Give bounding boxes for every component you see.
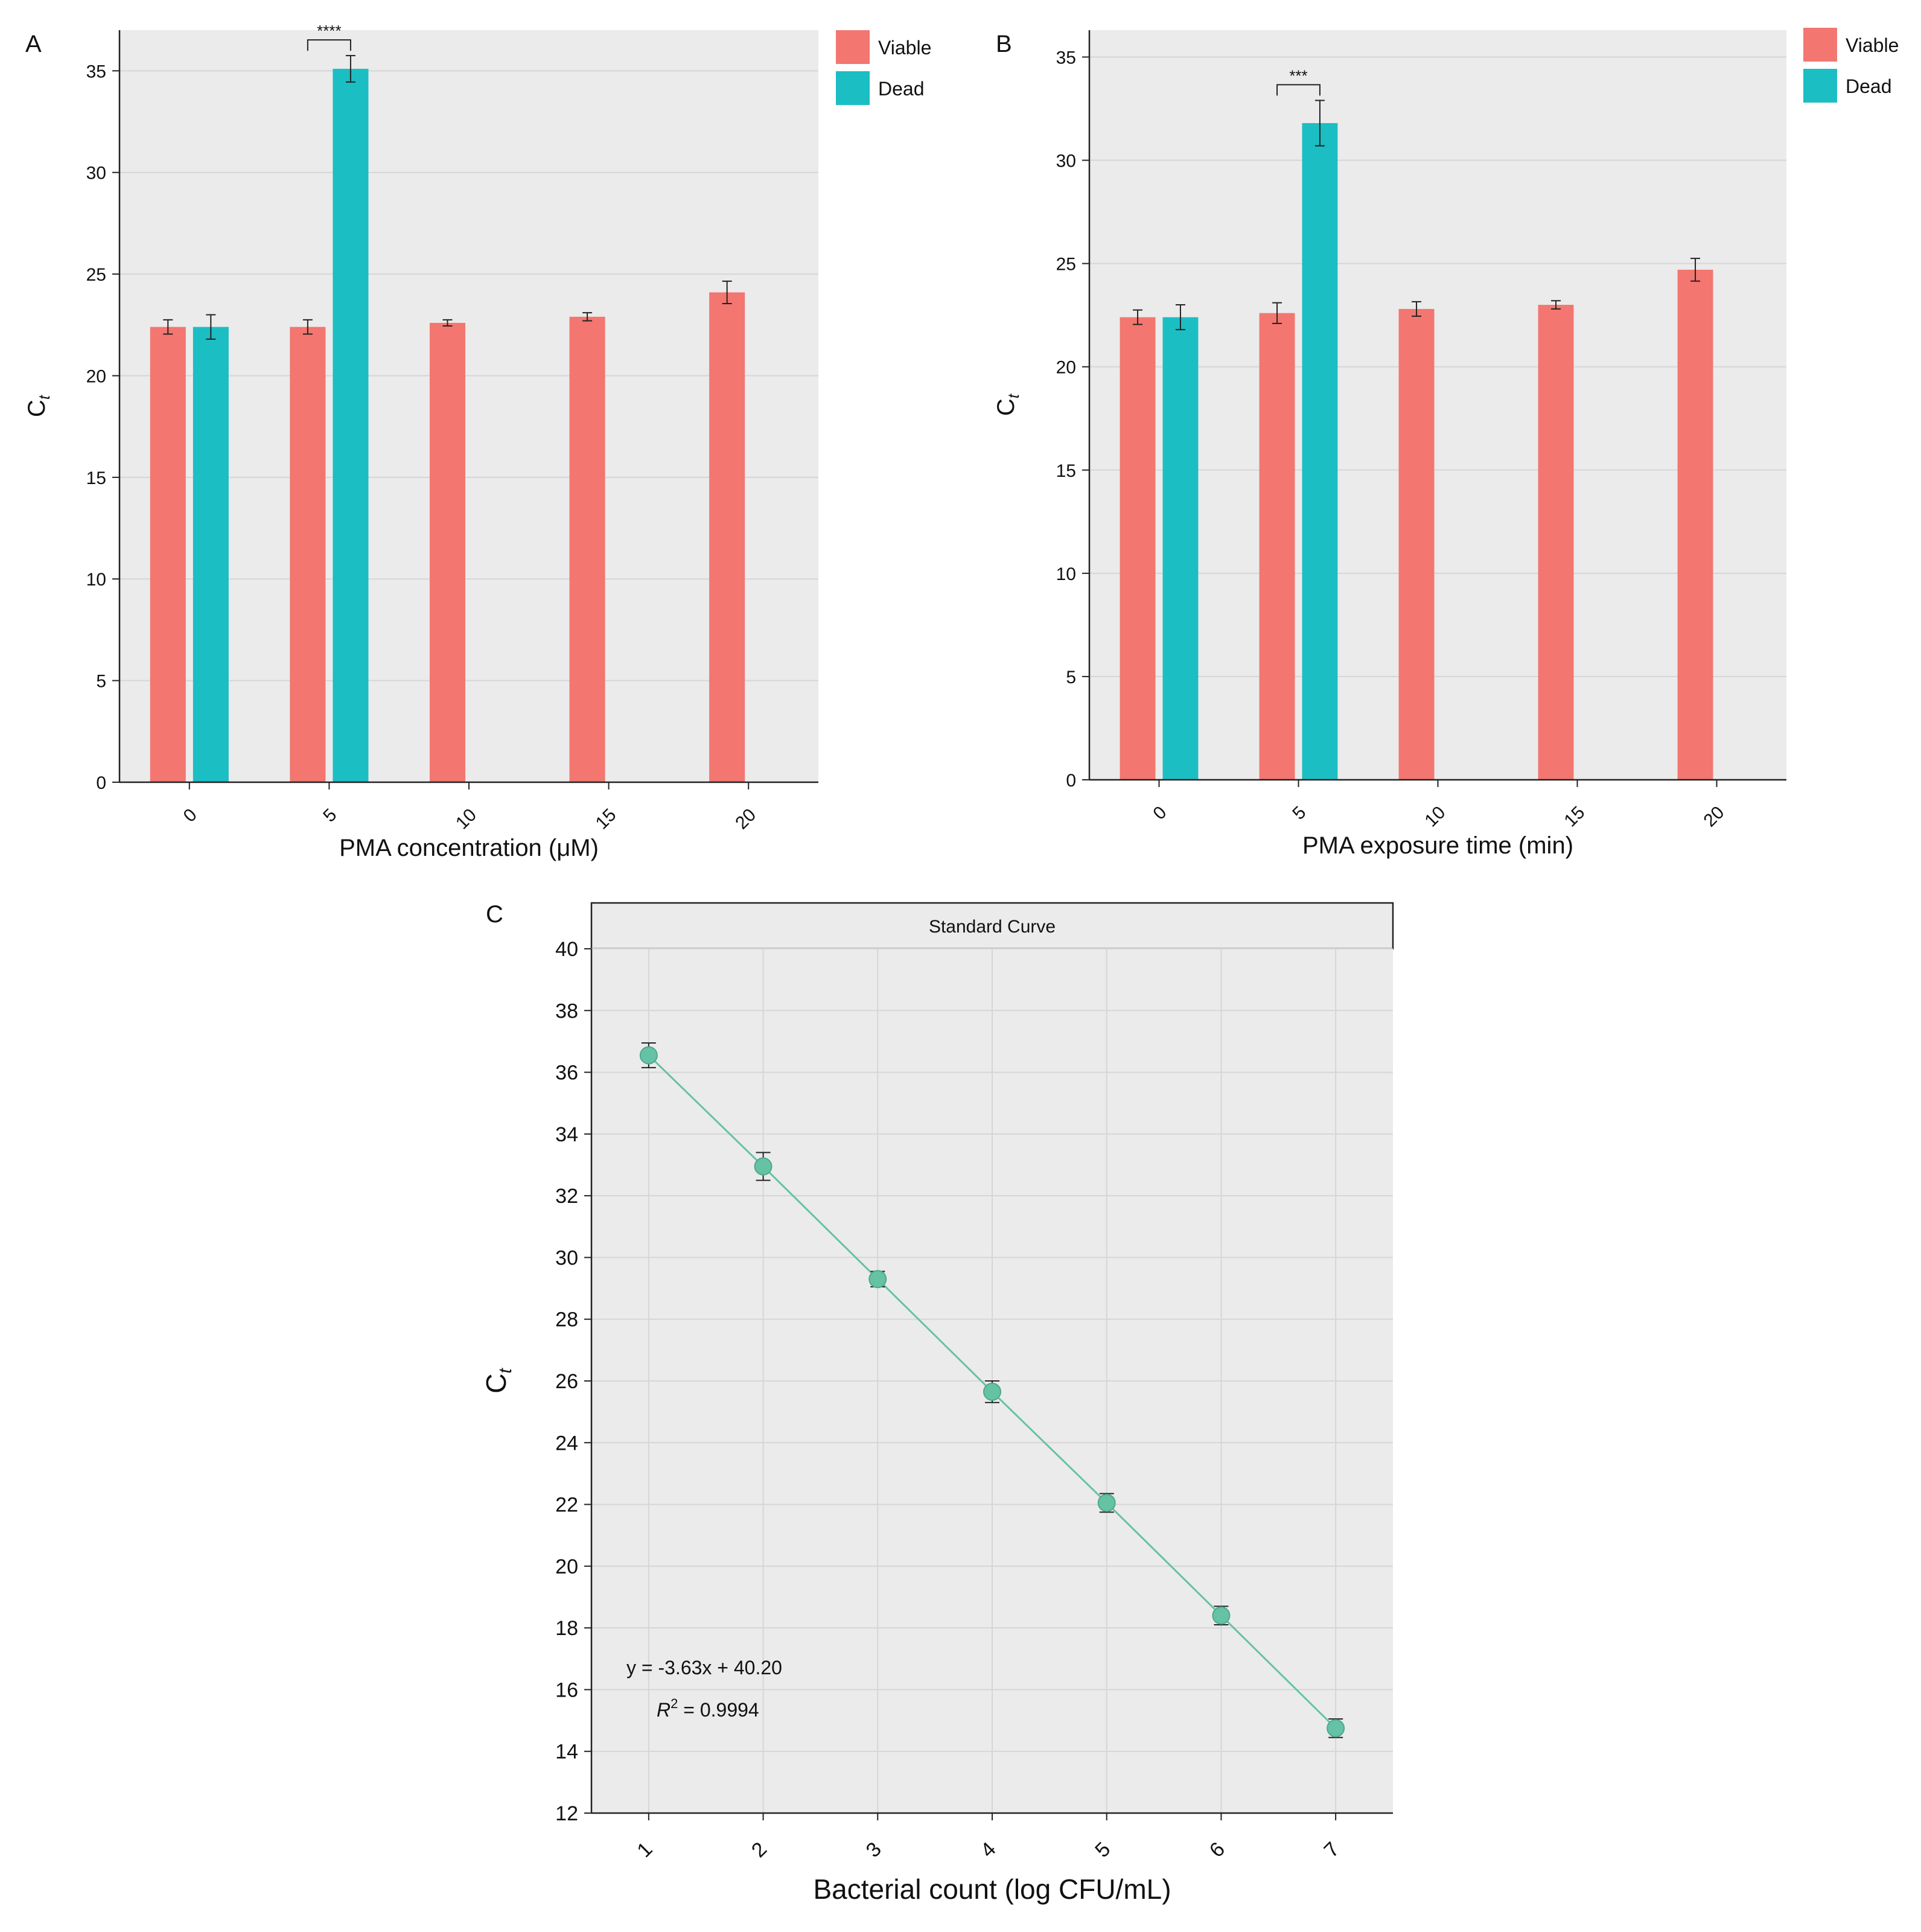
y-tick-label: 35 [86, 62, 106, 81]
y-tick-label: 18 [555, 1617, 578, 1640]
x-axis-title: PMA exposure time (min) [1302, 832, 1573, 859]
y-tick-label: 36 [555, 1062, 578, 1085]
r-squared-symbol: R [657, 1699, 671, 1721]
y-axis-title-main: C [24, 400, 50, 417]
y-tick-label: 14 [555, 1741, 578, 1764]
y-tick-label: 12 [555, 1802, 578, 1825]
bar-dead [1162, 317, 1199, 780]
y-tick-label: 26 [555, 1370, 578, 1393]
y-axis-title: Ct [24, 394, 53, 417]
legend-label-viable: Viable [878, 37, 931, 59]
significance-label: **** [317, 22, 341, 40]
y-axis-title-main: C [993, 398, 1019, 416]
y-tick-label: 30 [555, 1246, 578, 1269]
y-tick-label: 24 [555, 1432, 578, 1455]
data-point [1212, 1606, 1231, 1625]
y-tick-label: 25 [1056, 255, 1076, 275]
y-tick-label: 25 [86, 265, 106, 285]
y-tick-label: 15 [86, 468, 106, 488]
y-tick-label: 5 [96, 672, 106, 692]
y-tick-label: 34 [555, 1123, 578, 1146]
y-tick-label: 10 [1056, 564, 1076, 584]
panel-label-b: B [996, 31, 1012, 57]
significance-bracket [307, 39, 351, 51]
y-axis-title: Ct [993, 393, 1022, 416]
x-axis-title: Bacterial count (log CFU/mL) [813, 1873, 1171, 1905]
significance-bracket [1276, 84, 1320, 96]
legend-label-dead: Dead [1846, 75, 1892, 97]
legend-label-viable: Viable [1846, 34, 1899, 56]
data-point [983, 1382, 1001, 1401]
bar-viable [709, 292, 745, 782]
panel-c: Standard Curve 12 14 16 18 20 22 24 26 28 30 32 34 36… [480, 902, 1394, 1905]
bar-viable [1538, 305, 1574, 780]
legend-key-viable [836, 30, 870, 64]
plot-area [119, 30, 818, 782]
y-tick-label: 32 [555, 1185, 578, 1208]
y-tick-label: 38 [555, 999, 578, 1022]
r-squared-exponent: 2 [671, 1696, 678, 1711]
y-tick-label: 28 [555, 1309, 578, 1331]
bar-viable [150, 327, 186, 782]
chart-title: Standard Curve [929, 917, 1056, 937]
bar-viable [569, 316, 605, 782]
y-tick-label: 40 [555, 938, 578, 961]
y-axis-title-sub: t [35, 394, 53, 400]
y-axis-title-sub: t [1004, 393, 1022, 398]
y-tick-label: 30 [86, 164, 106, 183]
bar-dead [1302, 123, 1338, 780]
bar-viable [1259, 313, 1295, 780]
data-point [754, 1157, 773, 1176]
y-axis-title-sub: t [495, 1368, 515, 1374]
r-squared-label: R2 = 0.9994 [657, 1696, 759, 1721]
r-squared-value: = 0.9994 [678, 1699, 759, 1721]
legend-key-dead [836, 71, 870, 105]
bar-viable [429, 322, 465, 782]
y-tick-label: 10 [86, 570, 106, 590]
y-tick-label: 20 [86, 366, 106, 386]
y-tick-label: 22 [555, 1494, 578, 1517]
data-point [639, 1046, 658, 1065]
legend-key-viable [1803, 28, 1837, 62]
bar-dead [333, 68, 369, 783]
y-tick-label: 20 [555, 1555, 578, 1578]
y-axis-title: Ct [480, 1368, 515, 1394]
x-axis-title: PMA concentration (μM) [339, 835, 599, 861]
y-tick-label: 16 [555, 1679, 578, 1701]
bar-viable [290, 327, 326, 782]
bar-viable [1398, 308, 1435, 780]
y-axis-title-main: C [480, 1374, 512, 1394]
data-point [1327, 1719, 1345, 1738]
plot-area [1089, 30, 1786, 780]
y-tick-label: 0 [1066, 771, 1076, 791]
panel-label-a: A [25, 31, 42, 57]
bar-dead [193, 327, 229, 782]
y-tick-label: 0 [96, 773, 106, 793]
y-tick-label: 5 [1066, 668, 1076, 687]
data-point [1097, 1494, 1116, 1513]
legend-key-dead [1803, 69, 1837, 103]
equation-label: y = -3.63x + 40.20 [626, 1657, 782, 1679]
y-tick-label: 35 [1056, 48, 1076, 68]
legend-label-dead: Dead [878, 78, 925, 100]
y-tick-label: 30 [1056, 151, 1076, 171]
significance-label: *** [1289, 66, 1307, 84]
data-point [868, 1270, 887, 1289]
bar-viable [1120, 317, 1156, 780]
y-tick-label: 20 [1056, 358, 1076, 378]
bar-viable [1677, 269, 1713, 780]
y-tick-label: 15 [1056, 461, 1076, 481]
panel-label-c: C [486, 901, 503, 928]
